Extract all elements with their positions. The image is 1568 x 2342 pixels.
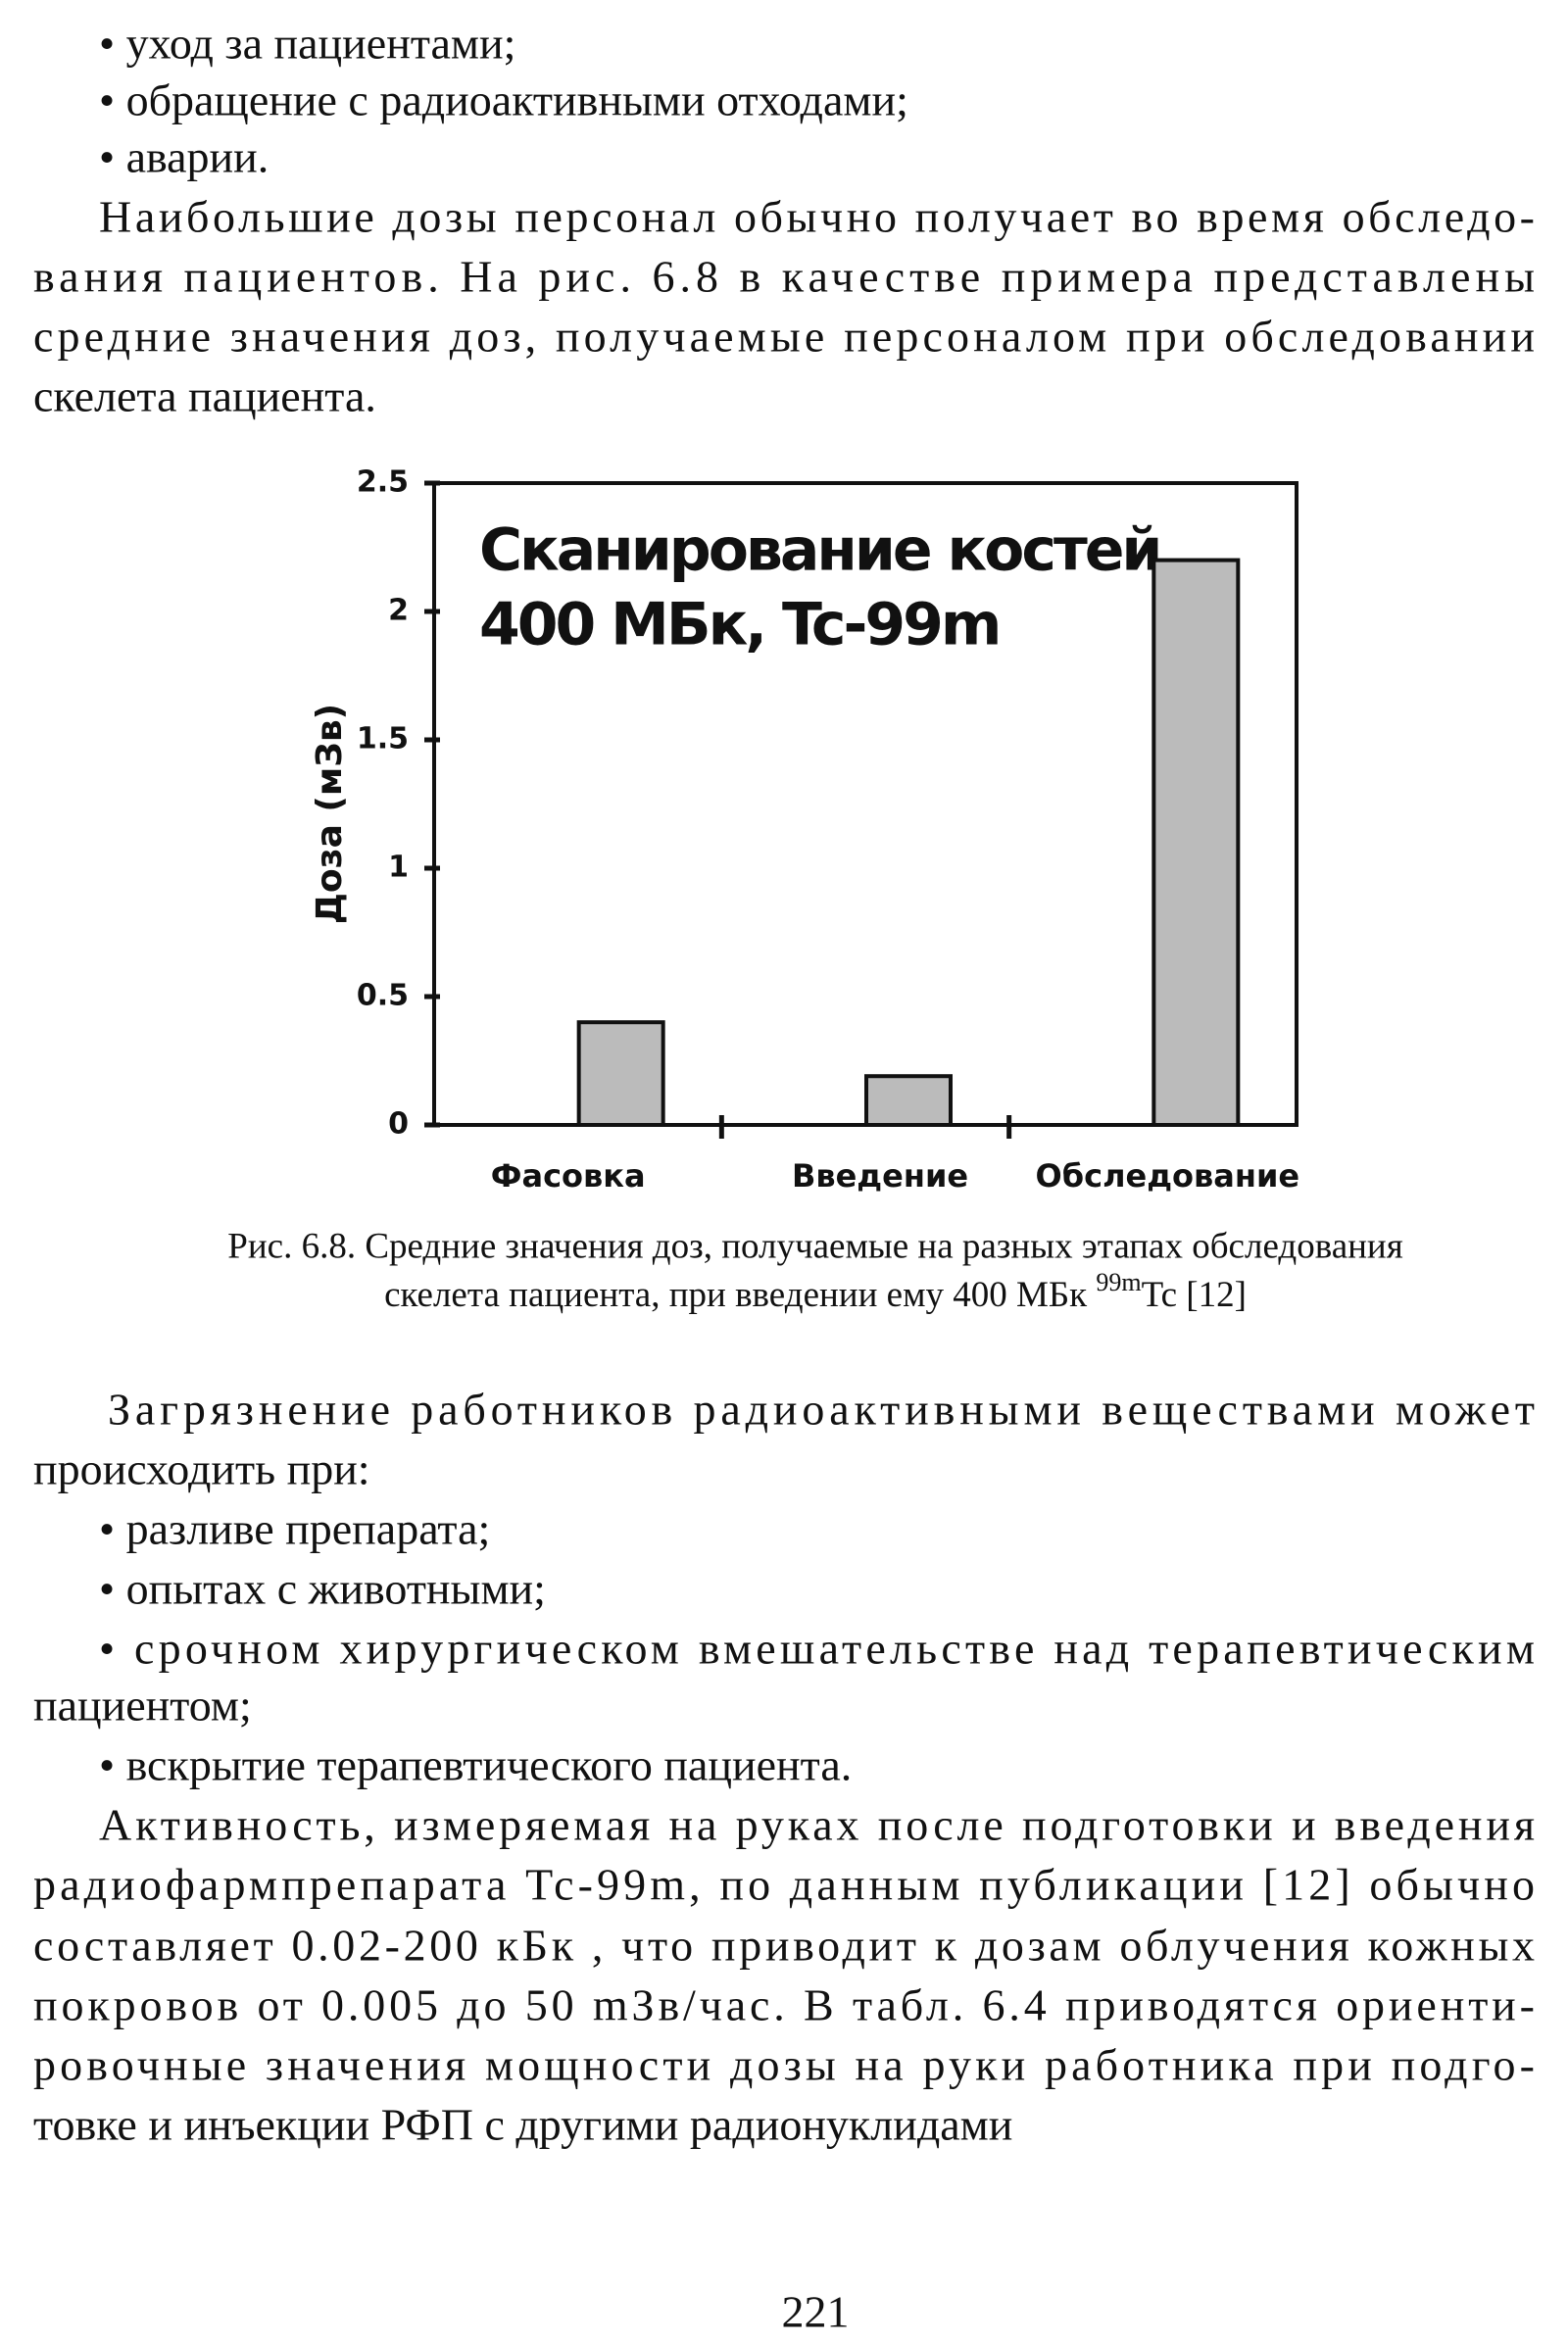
paragraph-line: средние значения доз, получаемые персона… xyxy=(33,312,1535,362)
bullet-item: • аварии. xyxy=(99,132,269,182)
paragraph-line: покровов от 0.005 до 50 mЗв/час. В табл.… xyxy=(33,1980,1535,2030)
page-number: 221 xyxy=(782,2287,850,2337)
caption-superscript: 99m xyxy=(1096,1268,1141,1296)
caption-text: скелета пациента, при введении ему 400 М… xyxy=(384,1275,1096,1315)
caption-line: скелета пациента, при введении ему 400 М… xyxy=(384,1268,1247,1316)
paragraph-line: составляет 0.02-200 кБк , что приводит к… xyxy=(33,1921,1535,1971)
bullet-item: пациентом; xyxy=(33,1681,252,1731)
x-tick-label: Фасовка xyxy=(491,1157,646,1195)
y-tick-label: 2.5 xyxy=(357,465,409,500)
x-tick-label: Введение xyxy=(792,1157,968,1195)
y-tick-label: 0 xyxy=(388,1107,409,1142)
x-tick-label: Обследование xyxy=(1036,1157,1300,1195)
paragraph-line: Наибольшие дозы персонал обычно получает… xyxy=(99,192,1535,242)
bar xyxy=(864,1074,953,1127)
bar xyxy=(1152,558,1241,1127)
y-tick-label: 2 xyxy=(388,594,409,628)
paragraph-line: Активность, измеряемая на руках после по… xyxy=(99,1800,1535,1850)
paragraph-line: вания пациентов. На рис. 6.8 в качестве … xyxy=(33,252,1535,302)
y-tick-label: 1.5 xyxy=(357,722,409,756)
bar xyxy=(576,1020,665,1127)
paragraph-line: происходить при: xyxy=(33,1444,370,1494)
caption-text: Tc [12] xyxy=(1142,1275,1247,1315)
paragraph-line: товке и инъекции РФП с другими радионукл… xyxy=(33,2100,1012,2150)
chart-title: 400 МБк, Tc-99m xyxy=(479,591,999,659)
bullet-item: • разливе препарата; xyxy=(99,1504,490,1554)
bullet-item: • уход за пациентами; xyxy=(99,19,515,69)
paragraph-line: радиофармпрепарата Tc-99m, по данным пуб… xyxy=(33,1860,1535,1910)
bullet-item: • обращение с радиоактивными отходами; xyxy=(99,75,908,125)
chart-title: Сканирование костей xyxy=(479,516,1159,585)
y-tick-label: 0.5 xyxy=(357,979,409,1013)
bullet-item: • срочном хирургическом вмешательстве на… xyxy=(99,1624,1535,1674)
paragraph-line: скелета пациента. xyxy=(33,371,376,421)
paragraph-line: ровочные значения мощности дозы на руки … xyxy=(33,2040,1535,2090)
paragraph-line: Загрязнение работников радиоактивными ве… xyxy=(108,1385,1535,1435)
caption-line: Рис. 6.8. Средние значения доз, получаем… xyxy=(227,1226,1402,1266)
bullet-item: • опытах с животными; xyxy=(99,1564,546,1614)
bullet-item: • вскрытие терапевтического пациента. xyxy=(99,1740,852,1790)
y-tick-label: 1 xyxy=(388,851,409,885)
y-axis-label: Доза (мЗв) xyxy=(310,704,350,924)
